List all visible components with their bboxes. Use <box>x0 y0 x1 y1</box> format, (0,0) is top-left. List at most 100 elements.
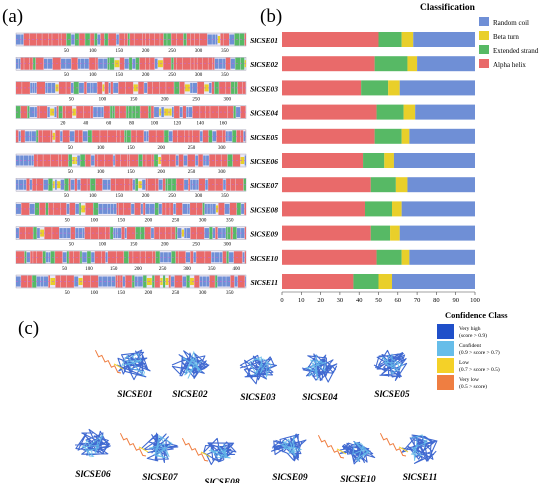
segment <box>81 205 86 213</box>
segment <box>36 33 42 46</box>
segment <box>46 252 49 263</box>
track-tick-label: 150 <box>115 73 123 78</box>
segment <box>62 130 70 143</box>
segment <box>16 81 22 94</box>
segment <box>172 130 178 143</box>
bar-alpha-helix-slcse02 <box>282 56 375 72</box>
track-tick-label: 250 <box>192 243 200 248</box>
confidence-swatch-very-low <box>437 375 454 390</box>
segment <box>193 252 196 263</box>
segment <box>209 82 212 93</box>
segment <box>20 130 25 143</box>
segment <box>94 33 98 46</box>
confidence-name-very-high: Very high <box>459 326 481 332</box>
segment <box>166 202 170 215</box>
segment <box>92 130 100 143</box>
segment <box>206 276 210 287</box>
segment <box>240 157 245 164</box>
track-tick-label: 300 <box>199 291 207 296</box>
segment <box>94 251 102 264</box>
structure-label-slcse03: SlCSE03 <box>240 393 276 403</box>
segment <box>43 154 51 167</box>
structure-tail-low <box>336 448 347 455</box>
category-label-slcse04: SlCSE04 <box>250 109 278 118</box>
confidence-swatch-confident <box>437 341 454 356</box>
track-tick-label: 150 <box>127 146 135 151</box>
segment <box>133 84 138 92</box>
segment <box>228 131 232 142</box>
segment <box>30 82 33 93</box>
segment <box>212 131 217 142</box>
track-tick-label: 350 <box>226 218 234 223</box>
track-tick-label: 350 <box>221 194 229 199</box>
segment <box>100 130 108 143</box>
structure-loops <box>182 350 202 379</box>
segment <box>48 202 53 215</box>
segment <box>50 154 59 167</box>
structure-backbone <box>239 354 278 385</box>
segment <box>205 106 210 119</box>
segment <box>76 106 84 119</box>
structure-tail-low <box>113 363 124 370</box>
segment <box>147 178 155 191</box>
track-tick-label: 150 <box>118 218 126 223</box>
structure-tail-very-low <box>317 434 345 459</box>
segment <box>21 34 24 45</box>
track-tick-label: 250 <box>168 73 176 78</box>
segment <box>19 227 26 240</box>
segment <box>97 81 103 94</box>
segment <box>60 179 65 190</box>
segment <box>102 84 105 92</box>
track-tick-label: 400 <box>232 267 240 272</box>
track-tick-label: 20 <box>60 122 66 127</box>
segment <box>90 275 99 288</box>
segment <box>20 106 28 119</box>
track-tick-label: 250 <box>192 97 200 102</box>
segment <box>123 202 131 215</box>
segment <box>45 202 48 215</box>
structure-tail-low <box>398 446 409 453</box>
bar-beta-turn-slcse05 <box>401 128 410 144</box>
segment <box>66 275 74 288</box>
structure-slcse07: SlCSE07 <box>119 432 179 483</box>
track-tick-label: 150 <box>130 97 138 102</box>
segment <box>69 251 74 264</box>
segment <box>36 178 44 191</box>
segment <box>61 58 66 69</box>
bar-beta-turn-slcse11 <box>378 274 393 289</box>
track-tick-label: 250 <box>159 267 167 272</box>
x-tick-label-9: 90 <box>452 297 459 304</box>
bar-random-coil-slcse09 <box>399 225 475 241</box>
track-slcse06: 50 100 150 200 250 300 <box>15 153 247 175</box>
segment <box>196 202 203 215</box>
structure-slcse06: SlCSE06 <box>74 428 111 480</box>
track-tick-label: 50 <box>68 146 74 151</box>
bar-extended-strand-slcse07 <box>370 177 396 193</box>
segment <box>16 276 21 287</box>
segment <box>97 107 101 118</box>
segment <box>226 227 228 240</box>
track-tick-label: 100 <box>90 291 98 296</box>
segment <box>164 108 169 116</box>
structure-backbone <box>116 349 151 381</box>
category-label-slcse06: SlCSE06 <box>250 157 278 166</box>
segment <box>222 228 226 239</box>
track-tick-label: 300 <box>224 243 232 248</box>
segment <box>18 131 21 142</box>
segment <box>173 57 177 70</box>
segment <box>55 251 63 264</box>
segment <box>217 276 222 287</box>
structure-label-slcse08: SlCSE08 <box>204 478 240 483</box>
segment <box>219 81 226 94</box>
segment <box>110 106 113 119</box>
category-label-slcse11: SlCSE11 <box>250 278 278 287</box>
segment <box>130 33 134 46</box>
segment <box>236 130 241 143</box>
segment <box>128 106 132 119</box>
segment <box>121 227 125 240</box>
segment <box>77 155 80 166</box>
panel-a-secondary-structure-tracks: 50 100 150 200 250 300 350 50 100 150 200 250 300 350… <box>15 32 247 296</box>
segment <box>85 33 90 46</box>
segment <box>36 251 43 264</box>
segment <box>184 130 189 143</box>
